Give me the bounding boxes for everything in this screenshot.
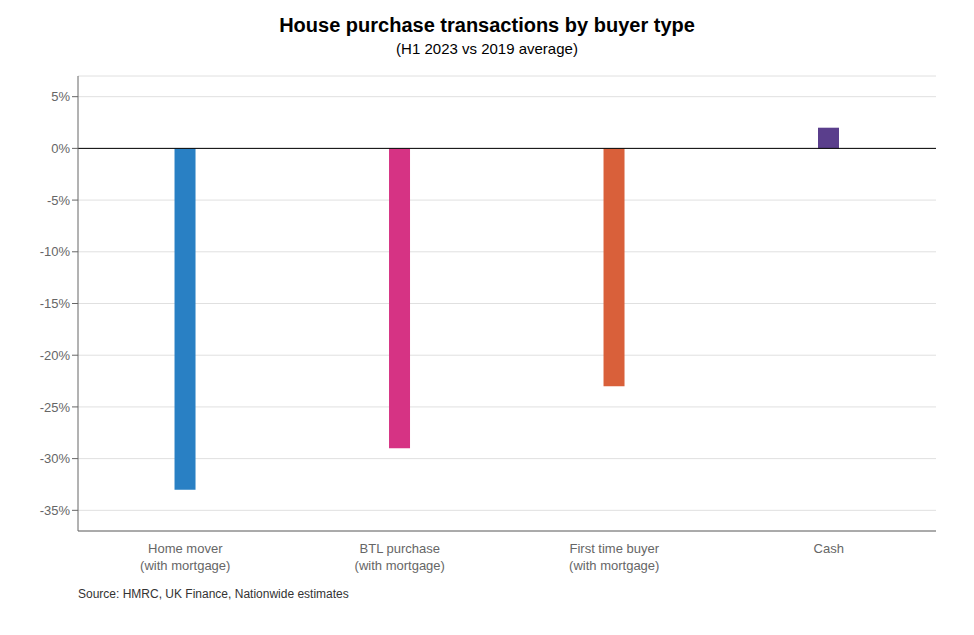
svg-text:-35%: -35%	[40, 503, 71, 518]
svg-text:First time buyer(with mortgage: First time buyer(with mortgage)	[569, 541, 660, 573]
svg-text:5%: 5%	[51, 89, 70, 104]
svg-text:-20%: -20%	[40, 348, 71, 363]
html-text:(H1 2023 vs 2019 average): (H1 2023 vs 2019 average)	[396, 40, 578, 57]
svg-text:-10%: -10%	[40, 244, 71, 259]
svg-text:0%: 0%	[51, 141, 70, 156]
html-text:House purchase transactions by: House purchase transactions by buyer typ…	[279, 14, 695, 36]
svg-text:-5%: -5%	[47, 193, 71, 208]
svg-text:Home mover(with mortgage): Home mover(with mortgage)	[140, 541, 230, 573]
svg-text:-25%: -25%	[40, 400, 71, 415]
svg-text:-30%: -30%	[40, 451, 71, 466]
html-text:Source: HMRC, UK Finance, Nati: Source: HMRC, UK Finance, Nationwide est…	[78, 587, 349, 601]
svg-text:Cash: Cash	[814, 541, 844, 556]
svg-text:BTL purchase(with mortgage): BTL purchase(with mortgage)	[355, 541, 445, 573]
svg-text:-15%: -15%	[40, 296, 71, 311]
